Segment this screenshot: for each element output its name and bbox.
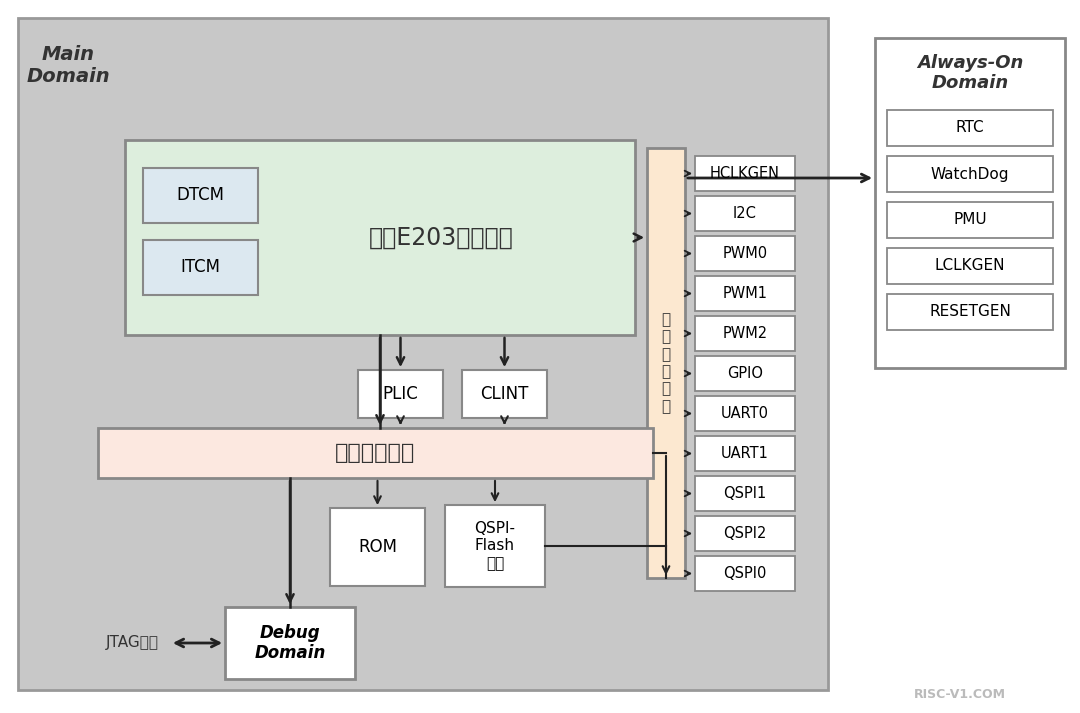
Bar — [125, 140, 635, 335]
Text: HCLKGEN: HCLKGEN — [710, 166, 780, 181]
Text: PLIC: PLIC — [382, 385, 418, 403]
Bar — [887, 156, 1053, 192]
Text: 蜂鸟E203处理器核: 蜂鸟E203处理器核 — [369, 225, 514, 250]
Text: GPIO: GPIO — [727, 366, 762, 381]
Text: PWM2: PWM2 — [723, 326, 768, 341]
Text: UART0: UART0 — [721, 406, 769, 421]
Bar — [357, 370, 443, 418]
Bar — [696, 476, 795, 511]
Text: DTCM: DTCM — [176, 187, 225, 205]
Bar — [696, 196, 795, 231]
Text: Debug
Domain: Debug Domain — [254, 624, 326, 662]
Text: RTC: RTC — [956, 120, 984, 135]
Text: UART1: UART1 — [721, 446, 769, 461]
Bar — [696, 436, 795, 471]
Bar — [445, 505, 545, 587]
Bar — [143, 168, 258, 223]
Bar — [887, 110, 1053, 146]
Bar — [696, 556, 795, 591]
Text: 私
有
设
备
总
线: 私 有 设 备 总 线 — [661, 312, 671, 414]
Bar — [98, 428, 653, 478]
Text: PWM0: PWM0 — [723, 246, 768, 261]
Text: WatchDog: WatchDog — [931, 167, 1009, 182]
Text: 系统存储总线: 系统存储总线 — [336, 443, 416, 463]
Bar — [696, 516, 795, 551]
Text: QSPI-
Flash
只读: QSPI- Flash 只读 — [474, 521, 515, 571]
Bar — [18, 18, 828, 690]
Bar — [647, 148, 685, 578]
Bar — [330, 508, 426, 586]
Bar — [696, 276, 795, 311]
Bar — [887, 248, 1053, 284]
Text: Always-On
Domain: Always-On Domain — [917, 53, 1023, 93]
Text: QSPI0: QSPI0 — [724, 566, 767, 581]
Bar — [225, 607, 355, 679]
Bar — [887, 294, 1053, 330]
Bar — [696, 316, 795, 351]
Text: Main
Domain: Main Domain — [26, 44, 110, 86]
Text: PMU: PMU — [954, 212, 987, 227]
Bar — [696, 156, 795, 191]
Bar — [462, 370, 546, 418]
Bar — [875, 38, 1065, 368]
Text: LCLKGEN: LCLKGEN — [935, 259, 1005, 274]
Text: JTAG接口: JTAG接口 — [106, 635, 159, 650]
Text: QSPI2: QSPI2 — [724, 526, 767, 541]
Bar — [887, 202, 1053, 238]
Text: I2C: I2C — [733, 206, 757, 221]
Text: RISC-V1.COM: RISC-V1.COM — [914, 689, 1005, 702]
Text: CLINT: CLINT — [481, 385, 529, 403]
Bar — [696, 356, 795, 391]
Text: ROM: ROM — [357, 538, 397, 556]
Text: PWM1: PWM1 — [723, 286, 768, 301]
Text: QSPI1: QSPI1 — [724, 486, 767, 501]
Text: RESETGEN: RESETGEN — [929, 304, 1011, 319]
Bar — [143, 240, 258, 295]
Text: ITCM: ITCM — [180, 259, 220, 277]
Bar — [696, 396, 795, 431]
Bar — [696, 236, 795, 271]
